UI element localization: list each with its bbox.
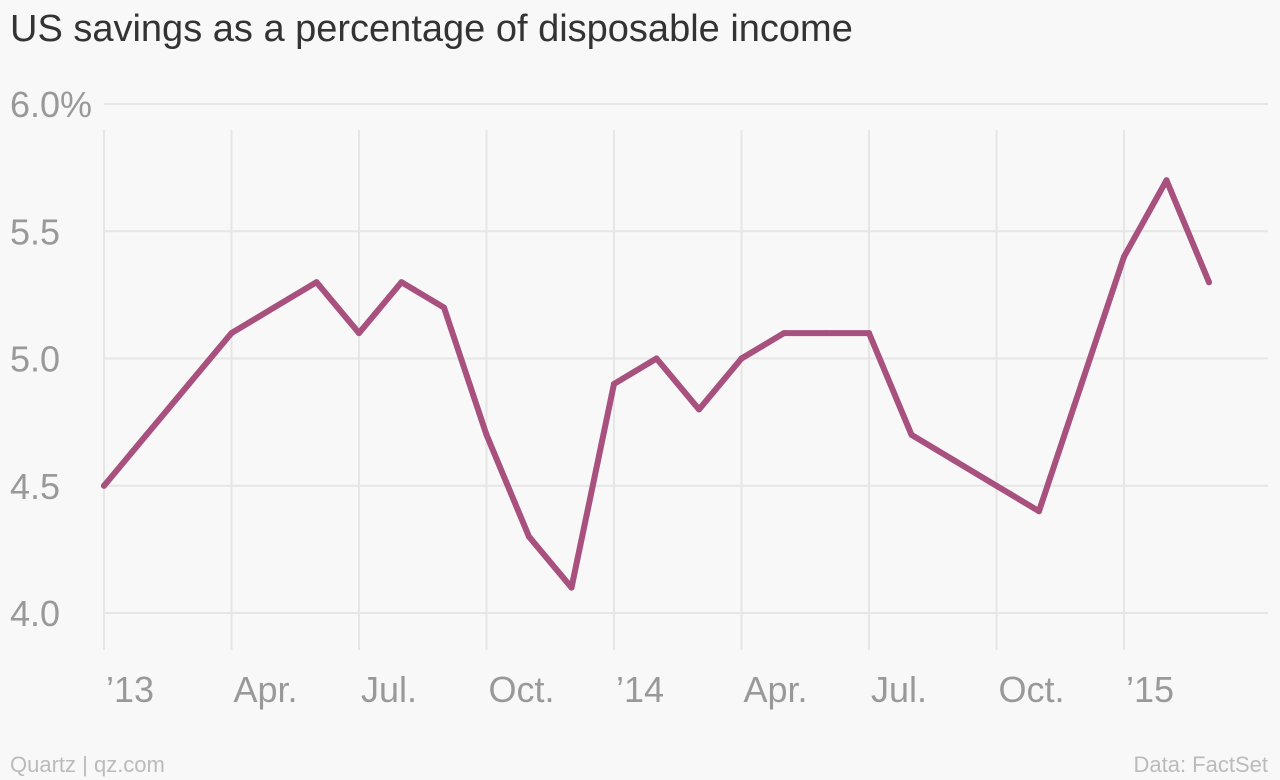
data-point — [271, 304, 277, 311]
x-axis-labels: ’13 Apr. Jul. Oct. ’14 Apr. Jul. Oct. ’15 — [106, 669, 1174, 710]
data-point — [526, 533, 532, 540]
x-tick-label: Oct. — [999, 669, 1065, 710]
y-tick-label: 4.5 — [10, 466, 60, 507]
footer-source-left: Quartz | qz.com — [10, 752, 165, 777]
data-point — [101, 482, 107, 489]
data-point — [228, 330, 235, 337]
data-point — [483, 431, 490, 438]
y-tick-label: 5.0 — [10, 339, 60, 380]
series-line — [101, 177, 1212, 591]
data-point — [1078, 380, 1085, 387]
data-point — [611, 380, 617, 387]
data-point — [1163, 177, 1170, 184]
x-tick-label: Apr. — [234, 669, 298, 710]
data-point — [908, 431, 915, 438]
footer-source-right: Data: FactSet — [1133, 752, 1268, 777]
data-point — [866, 330, 872, 337]
data-point — [143, 431, 150, 438]
x-tick-label: Jul. — [871, 669, 927, 710]
series-group — [101, 177, 1212, 591]
data-point — [1121, 253, 1127, 260]
data-point — [951, 457, 957, 464]
data-point — [696, 406, 702, 413]
x-tick-label: Apr. — [744, 669, 808, 710]
data-point — [653, 355, 660, 362]
data-point — [398, 279, 405, 286]
y-gridlines — [104, 103, 1268, 614]
data-point — [1036, 508, 1042, 515]
y-axis-labels: 6.0% 5.5 5.0 4.5 4.0 — [10, 84, 92, 634]
data-point — [356, 330, 362, 337]
data-point — [781, 330, 787, 337]
x-tick-label: ’14 — [616, 669, 664, 710]
x-tick-label: ’15 — [1126, 669, 1174, 710]
data-point — [186, 380, 192, 387]
data-point — [993, 482, 1000, 489]
x-tick-label: Oct. — [489, 669, 555, 710]
data-point — [313, 279, 320, 286]
y-tick-label: 6.0% — [10, 84, 92, 125]
y-tick-label: 4.0 — [10, 593, 60, 634]
data-point — [738, 355, 745, 362]
data-point — [441, 304, 447, 311]
data-point — [568, 584, 575, 591]
x-tick-label: Jul. — [361, 669, 417, 710]
chart-title: US savings as a percentage of disposable… — [10, 8, 853, 50]
data-point — [1206, 279, 1212, 286]
x-tick-label: ’13 — [106, 669, 154, 710]
data-point — [823, 330, 830, 337]
y-tick-label: 5.5 — [10, 211, 60, 252]
